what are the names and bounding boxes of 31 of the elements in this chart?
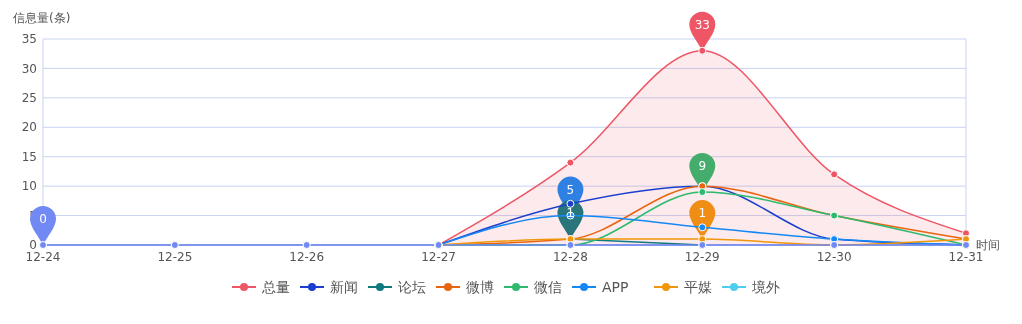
data-label: 1 xyxy=(566,206,575,221)
x-axis-title: 时间 xyxy=(976,238,1000,253)
legend-label: 新闻 xyxy=(330,278,358,295)
data-label: 9 xyxy=(698,159,707,174)
y-tick-label: 30 xyxy=(21,61,37,76)
legend-label: 微博 xyxy=(466,278,494,295)
x-tick-label: 12-27 xyxy=(421,250,457,264)
x-tick-label: 12-31 xyxy=(948,250,984,264)
y-tick-label: 15 xyxy=(21,149,37,164)
y-tick-label: 25 xyxy=(21,91,37,106)
data-label: 1 xyxy=(698,206,707,221)
x-tick-label: 12-25 xyxy=(157,250,193,264)
x-tick-label: 12-29 xyxy=(684,250,720,264)
legend-label: 总量 xyxy=(261,278,290,295)
y-tick-label: 0 xyxy=(29,238,37,253)
x-tick-label: 12-28 xyxy=(552,250,588,264)
legend-label: 微信 xyxy=(534,278,562,295)
y-tick-label: 10 xyxy=(21,179,37,194)
data-label: 33 xyxy=(694,17,710,32)
legend-label: 平媒 xyxy=(684,278,712,295)
data-label: 0 xyxy=(39,212,47,227)
y-tick-label: 20 xyxy=(21,120,37,135)
legend-label: 论坛 xyxy=(398,278,426,295)
legend-label: 境外 xyxy=(751,278,780,295)
y-axis-title: 信息量(条) xyxy=(13,11,71,25)
data-label: 5 xyxy=(566,182,575,197)
x-tick-label: 12-30 xyxy=(816,250,852,264)
y-tick-label: 35 xyxy=(21,32,37,47)
x-tick-label: 12-24 xyxy=(25,250,61,264)
x-tick-label: 12-26 xyxy=(289,250,325,264)
legend-label: APP xyxy=(602,278,629,295)
